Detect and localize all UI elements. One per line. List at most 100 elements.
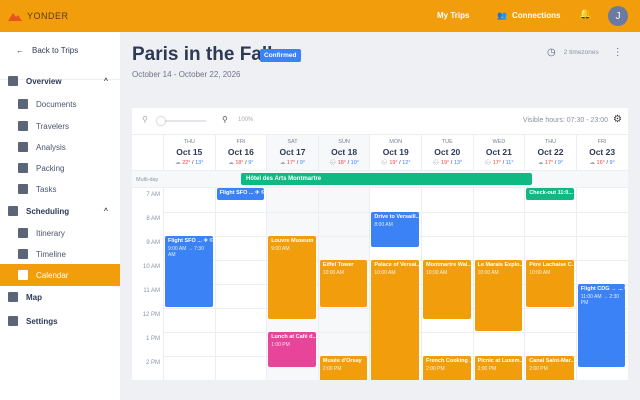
- calendar-event[interactable]: Canal Saint-Mar... 2:00 PM: [526, 356, 574, 380]
- calendar-icon: [8, 206, 18, 216]
- day-date: Oct 15: [176, 147, 203, 157]
- event-time: 11:00 AM → 2:30 PM: [580, 294, 620, 306]
- event-time: 10:00 AM: [374, 270, 396, 276]
- connections-link[interactable]: 👥 Connections: [497, 11, 560, 20]
- sidebar-item-label: Analysis: [36, 142, 66, 152]
- calendar-event[interactable]: Lunch at Café d... 1:00 PM: [268, 332, 316, 367]
- day-header[interactable]: WED Oct 21 🌧 17° / 11°: [472, 135, 525, 170]
- status-badge: Confirmed: [260, 49, 301, 62]
- day-of-week: SUN: [338, 139, 350, 145]
- sidebar-item-overview[interactable]: Overview ^: [0, 70, 120, 92]
- sidebar-item-label: Overview: [26, 76, 62, 86]
- sidebar-item-map[interactable]: Map: [0, 286, 120, 308]
- sidebar-item-analysis[interactable]: Analysis: [0, 136, 120, 158]
- sidebar-item-tasks[interactable]: Tasks: [0, 178, 120, 200]
- event-title: Drive to Versaill...: [374, 214, 419, 220]
- calendar-event[interactable]: Flight SFO ... ✈ ©: [216, 188, 265, 200]
- back-to-trips-button[interactable]: ← Back to Trips: [16, 46, 78, 55]
- bell-icon[interactable]: 🔔: [579, 9, 592, 20]
- day-header[interactable]: THU Oct 15 ☁ 22° / 13°: [163, 135, 215, 170]
- day-header[interactable]: FRI Oct 16 ☁ 18° / 9°: [214, 135, 267, 170]
- sidebar-item-itinerary[interactable]: Itinerary: [0, 222, 120, 244]
- chart-icon: [18, 142, 28, 152]
- day-header[interactable]: FRI Oct 23 ☁ 16° / 9°: [575, 135, 628, 170]
- sidebar-item-scheduling[interactable]: Scheduling ^: [0, 200, 120, 222]
- avatar[interactable]: J: [608, 6, 628, 26]
- calendar-event[interactable]: Eiffel Tower 10:00 AM: [319, 260, 368, 307]
- calendar-event[interactable]: Louvre Museum 9:00 AM: [268, 236, 316, 319]
- day-header[interactable]: THU Oct 22 ☁ 17° / 9°: [524, 135, 576, 170]
- more-vert-icon[interactable]: ⋮: [612, 47, 623, 58]
- day-of-week: MON: [389, 139, 403, 145]
- zoom-slider-handle[interactable]: [157, 117, 165, 125]
- event-time: 10:00 AM: [477, 270, 499, 276]
- calendar-event[interactable]: French Cooking ... 2:00 PM: [423, 356, 471, 380]
- temp-high: 17°: [544, 160, 554, 166]
- event-time: 10:00 AM: [322, 270, 344, 276]
- day-of-week: FRI: [236, 139, 246, 145]
- sidebar-item-travelers[interactable]: Travelers: [0, 115, 120, 137]
- event-title: Eiffel Tower: [322, 262, 354, 268]
- event-title: Check-out 11:0...: [529, 190, 573, 196]
- calendar-event[interactable]: Père Lachaise C... 10:00 AM: [526, 260, 574, 307]
- calendar-event[interactable]: Picnic at Luxem... 2:00 PM: [474, 356, 523, 380]
- calendar-event[interactable]: Le Marais Explo... 10:00 AM: [474, 260, 523, 331]
- gear-icon[interactable]: ⚙: [613, 114, 622, 125]
- event-title: Lunch at Café d...: [271, 334, 316, 340]
- timezones-button[interactable]: ◷ 2 timezones ⋮: [547, 47, 623, 58]
- column-divider: [575, 135, 577, 380]
- zoom-out-icon[interactable]: ⚲: [142, 115, 148, 124]
- chevron-up-icon[interactable]: ^: [103, 77, 108, 85]
- day-of-week: THU: [544, 139, 557, 145]
- event-title: French Cooking ...: [426, 358, 471, 364]
- zoom-slider[interactable]: [158, 120, 206, 122]
- calendar-event[interactable]: Flight CDG → ... © 11:00 AM → 2:30 PM: [577, 284, 626, 367]
- temp-high: 17°: [286, 160, 296, 166]
- column-divider: [163, 135, 164, 380]
- column-divider: [369, 135, 371, 380]
- back-label: Back to Trips: [32, 46, 79, 55]
- luggage-icon: [18, 163, 28, 173]
- weather: ☁ 22° / 13°: [175, 160, 204, 166]
- temp-low: 9°: [557, 160, 564, 166]
- my-trips-link[interactable]: My Trips: [437, 11, 470, 20]
- calendar-event[interactable]: Montmartre Wal... 10:00 AM: [423, 260, 471, 319]
- calendar-event[interactable]: Palace of Versai... 10:00 AM: [371, 260, 419, 380]
- sidebar-item-timeline[interactable]: Timeline: [0, 243, 120, 265]
- day-date: Oct 22: [537, 147, 564, 157]
- day-date: Oct 23: [589, 147, 616, 157]
- calendar-event[interactable]: Drive to Versaill... 8:00 AM: [371, 212, 419, 247]
- sidebar-item-packing[interactable]: Packing: [0, 157, 120, 179]
- zoom-in-icon[interactable]: ⚲: [222, 115, 228, 124]
- day-header[interactable]: SUN Oct 18 🌧 18° / 10°: [317, 135, 370, 170]
- brand-name: YONDER: [27, 11, 69, 21]
- page-title: Paris in the Fall: [132, 44, 273, 65]
- rain-icon: 🌧: [329, 160, 337, 166]
- calendar-event[interactable]: Musée d'Orsay 2:00 PM: [319, 356, 368, 380]
- temp-low: 10°: [350, 160, 359, 166]
- zoom-level: 100%: [238, 117, 254, 123]
- logo[interactable]: YONDER: [8, 11, 69, 21]
- event-title: Flight SFO ... ✈ ©: [219, 190, 265, 196]
- column-divider: [421, 135, 422, 380]
- sidebar-item-label: Packing: [36, 163, 65, 173]
- day-header[interactable]: TUE Oct 20 🌧 19° / 13°: [421, 135, 473, 170]
- map-icon: [8, 292, 18, 302]
- calendar-event[interactable]: Check-out 11:0...: [526, 188, 574, 200]
- calendar-event[interactable]: Flight SFO ... ✈ © 9:00 AM → 7:30 AM: [165, 236, 213, 307]
- sidebar-item-label: Map: [26, 292, 42, 302]
- event-title: Flight SFO ... ✈ ©: [168, 238, 213, 244]
- arrow-left-icon: ←: [16, 46, 24, 55]
- day-of-week: THU: [183, 139, 195, 145]
- sidebar-item-settings[interactable]: Settings: [0, 310, 120, 332]
- clock-icon: ◷: [547, 47, 556, 58]
- sidebar-item-calendar[interactable]: Calendar: [0, 264, 120, 286]
- sidebar-item-label: Timeline: [36, 249, 66, 259]
- cloud-icon: ☁: [175, 160, 181, 166]
- event-title: Picnic at Luxem...: [477, 358, 523, 364]
- day-header[interactable]: MON Oct 19 🌧 19° / 12°: [369, 135, 421, 170]
- sidebar-item-documents[interactable]: Documents: [0, 93, 120, 115]
- multi-day-event[interactable]: Hôtel des Arts Montmartre: [241, 173, 532, 185]
- chevron-up-icon[interactable]: ^: [103, 207, 108, 215]
- day-header[interactable]: SAT Oct 17 ☁ 17° / 9°: [266, 135, 318, 170]
